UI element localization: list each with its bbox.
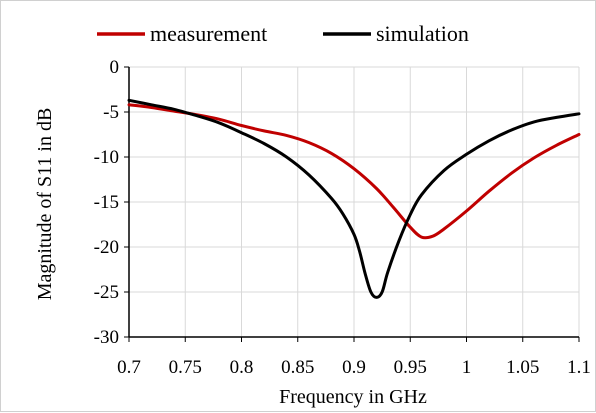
y-tick-label: -5	[103, 102, 119, 123]
x-tick-label: 0.75	[169, 357, 202, 378]
x-tick-label: 0.85	[281, 357, 314, 378]
y-tick-label: -10	[94, 147, 119, 168]
x-tick-label: 1.05	[506, 357, 539, 378]
x-tick-label: 1.1	[567, 357, 591, 378]
legend-label-simulation: simulation	[376, 21, 469, 46]
y-tick-label: -15	[94, 192, 119, 213]
y-tick-label: 0	[110, 57, 120, 78]
x-tick-label: 0.7	[117, 357, 141, 378]
y-tick-label: -30	[94, 327, 119, 348]
x-tick-label: 0.8	[230, 357, 254, 378]
grid-lines	[129, 66, 580, 337]
series-lines	[127, 98, 581, 299]
y-tick-label: -20	[94, 237, 119, 258]
x-tick-label: 0.95	[394, 357, 427, 378]
x-tick-labels: 0.7 0.75 0.8 0.85 0.9 0.95 1 1.05 1.1	[117, 357, 591, 378]
y-tick-labels: 0 -5 -10 -15 -20 -25 -30	[94, 57, 119, 348]
series-line-measurement	[127, 103, 581, 240]
x-tick-label: 1	[462, 357, 472, 378]
legend: measurement simulation	[97, 21, 469, 46]
legend-label-measurement: measurement	[150, 21, 267, 46]
y-axis-label: Magnitude of S11 in dB	[34, 108, 56, 301]
plot-axes	[124, 66, 580, 342]
y-tick-label: -25	[94, 282, 119, 303]
series-line-simulation	[127, 98, 581, 299]
x-tick-label: 0.9	[342, 357, 366, 378]
x-axis-label: Frequency in GHz	[279, 386, 427, 408]
